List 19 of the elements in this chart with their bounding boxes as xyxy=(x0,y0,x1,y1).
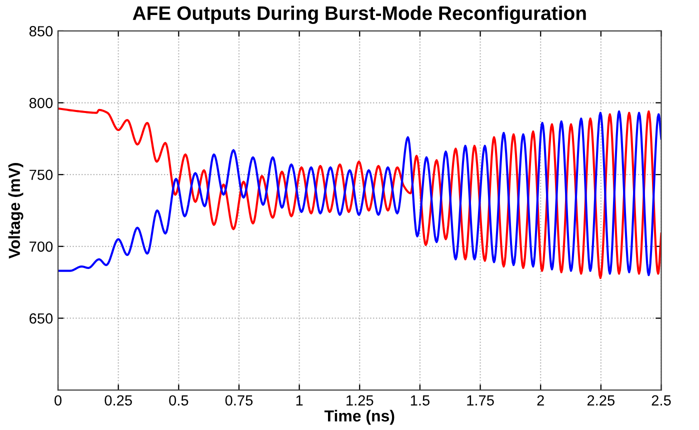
x-tick-label: 2.25 xyxy=(587,395,615,406)
y-tick-label: 700 xyxy=(30,241,53,252)
chart-title: AFE Outputs During Burst-Mode Reconfiguration xyxy=(132,6,586,24)
x-tick-label: 1.75 xyxy=(467,395,494,406)
x-tick-label: 0.5 xyxy=(169,395,188,406)
x-tick-label: 0 xyxy=(54,395,62,406)
y-tick-label: 800 xyxy=(29,98,53,108)
x-tick-label: 1.25 xyxy=(346,395,374,406)
x-tick-label: 2 xyxy=(537,395,544,406)
x-tick-label: 1.5 xyxy=(410,395,430,406)
x-tick-label: 1 xyxy=(296,395,303,406)
x-tick-label: 0.75 xyxy=(225,395,253,406)
x-axis-title: Time (ns) xyxy=(324,410,394,425)
y-tick-label: 750 xyxy=(30,170,53,180)
x-tick-label: 0.25 xyxy=(104,395,132,406)
x-tick-label: 2.5 xyxy=(652,395,671,406)
y-tick-label: 650 xyxy=(30,313,53,324)
y-tick-label: 850 xyxy=(29,26,53,36)
y-axis-title: Voltage (mV) xyxy=(8,163,24,259)
